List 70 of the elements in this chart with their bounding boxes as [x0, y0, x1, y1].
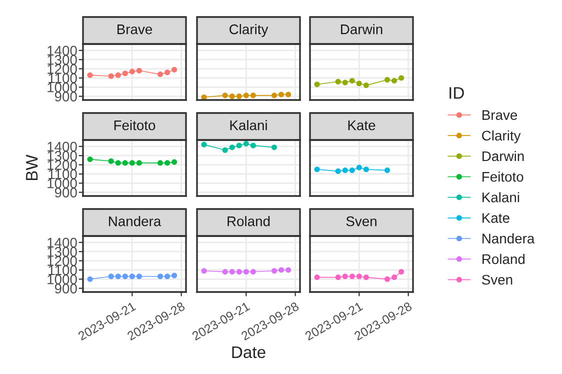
- point: [349, 78, 355, 84]
- point: [391, 274, 398, 280]
- point: [229, 144, 235, 150]
- point: [250, 142, 256, 148]
- y-tick-label: 900: [54, 92, 77, 102]
- chart-title: Sven: [346, 216, 376, 226]
- legend-label: Nandera: [482, 233, 535, 244]
- y-tick-label: 900: [54, 188, 77, 198]
- y-tick-label: 1300: [48, 150, 77, 161]
- point: [349, 274, 355, 280]
- point: [398, 75, 404, 81]
- point: [384, 77, 390, 83]
- y-tick-label: 1000: [48, 82, 77, 92]
- legend-title: ID: [450, 87, 464, 99]
- chart-title: Feitoto: [114, 120, 156, 130]
- y-tick-label: 900: [54, 284, 77, 294]
- y-tick-label: 1400: [48, 142, 77, 152]
- y-tick-label: 1100: [48, 265, 77, 276]
- legend-label: Kalani: [482, 192, 520, 202]
- legend-label: Darwin: [482, 150, 524, 162]
- chart-title: Kate: [348, 120, 376, 130]
- point: [363, 82, 369, 88]
- point: [243, 140, 249, 146]
- legend-label: Roland: [482, 254, 524, 264]
- y-tick-label: 1300: [48, 54, 77, 65]
- point: [87, 72, 93, 78]
- point: [356, 80, 362, 86]
- chart-title: Nandera: [109, 216, 162, 226]
- y-axis-title: BW: [26, 154, 38, 180]
- point: [335, 274, 341, 280]
- point: [201, 142, 207, 148]
- chart-title: Clarity: [230, 24, 268, 37]
- chart-title: Roland: [228, 216, 270, 226]
- point: [222, 147, 228, 153]
- y-tick-label: 1000: [48, 274, 77, 284]
- y-tick-label: 1100: [48, 73, 77, 84]
- y-tick-label: 1400: [48, 238, 77, 248]
- y-tick-label: 1000: [48, 178, 77, 188]
- y-tick-label: 1100: [48, 169, 77, 180]
- chart-title: Kalani: [230, 120, 267, 130]
- point: [314, 274, 320, 280]
- point: [363, 274, 369, 280]
- legend-label: Feitoto: [482, 172, 524, 182]
- chart-title: Brave: [118, 24, 152, 34]
- point: [271, 144, 278, 150]
- point: [236, 142, 242, 148]
- x-axis-title: Date: [232, 346, 266, 358]
- point: [122, 70, 128, 76]
- point: [384, 276, 390, 282]
- y-tick-label: 1300: [48, 246, 77, 257]
- legend-label: Brave: [482, 110, 518, 120]
- legend-label: Kate: [482, 213, 510, 223]
- point: [172, 66, 178, 72]
- point: [342, 274, 348, 280]
- point: [342, 80, 348, 86]
- point: [391, 78, 398, 84]
- point: [314, 82, 320, 88]
- point: [108, 73, 114, 79]
- y-tick-label: 1400: [48, 46, 77, 56]
- point: [164, 70, 170, 76]
- legend-label: Clarity: [482, 130, 521, 144]
- point: [136, 68, 142, 74]
- point: [129, 68, 135, 74]
- point: [115, 72, 121, 78]
- point: [356, 274, 362, 280]
- point: [398, 269, 404, 275]
- chart-title: Darwin: [341, 24, 382, 34]
- legend-label: Sven: [482, 274, 512, 285]
- point: [335, 78, 341, 84]
- point: [157, 72, 164, 78]
